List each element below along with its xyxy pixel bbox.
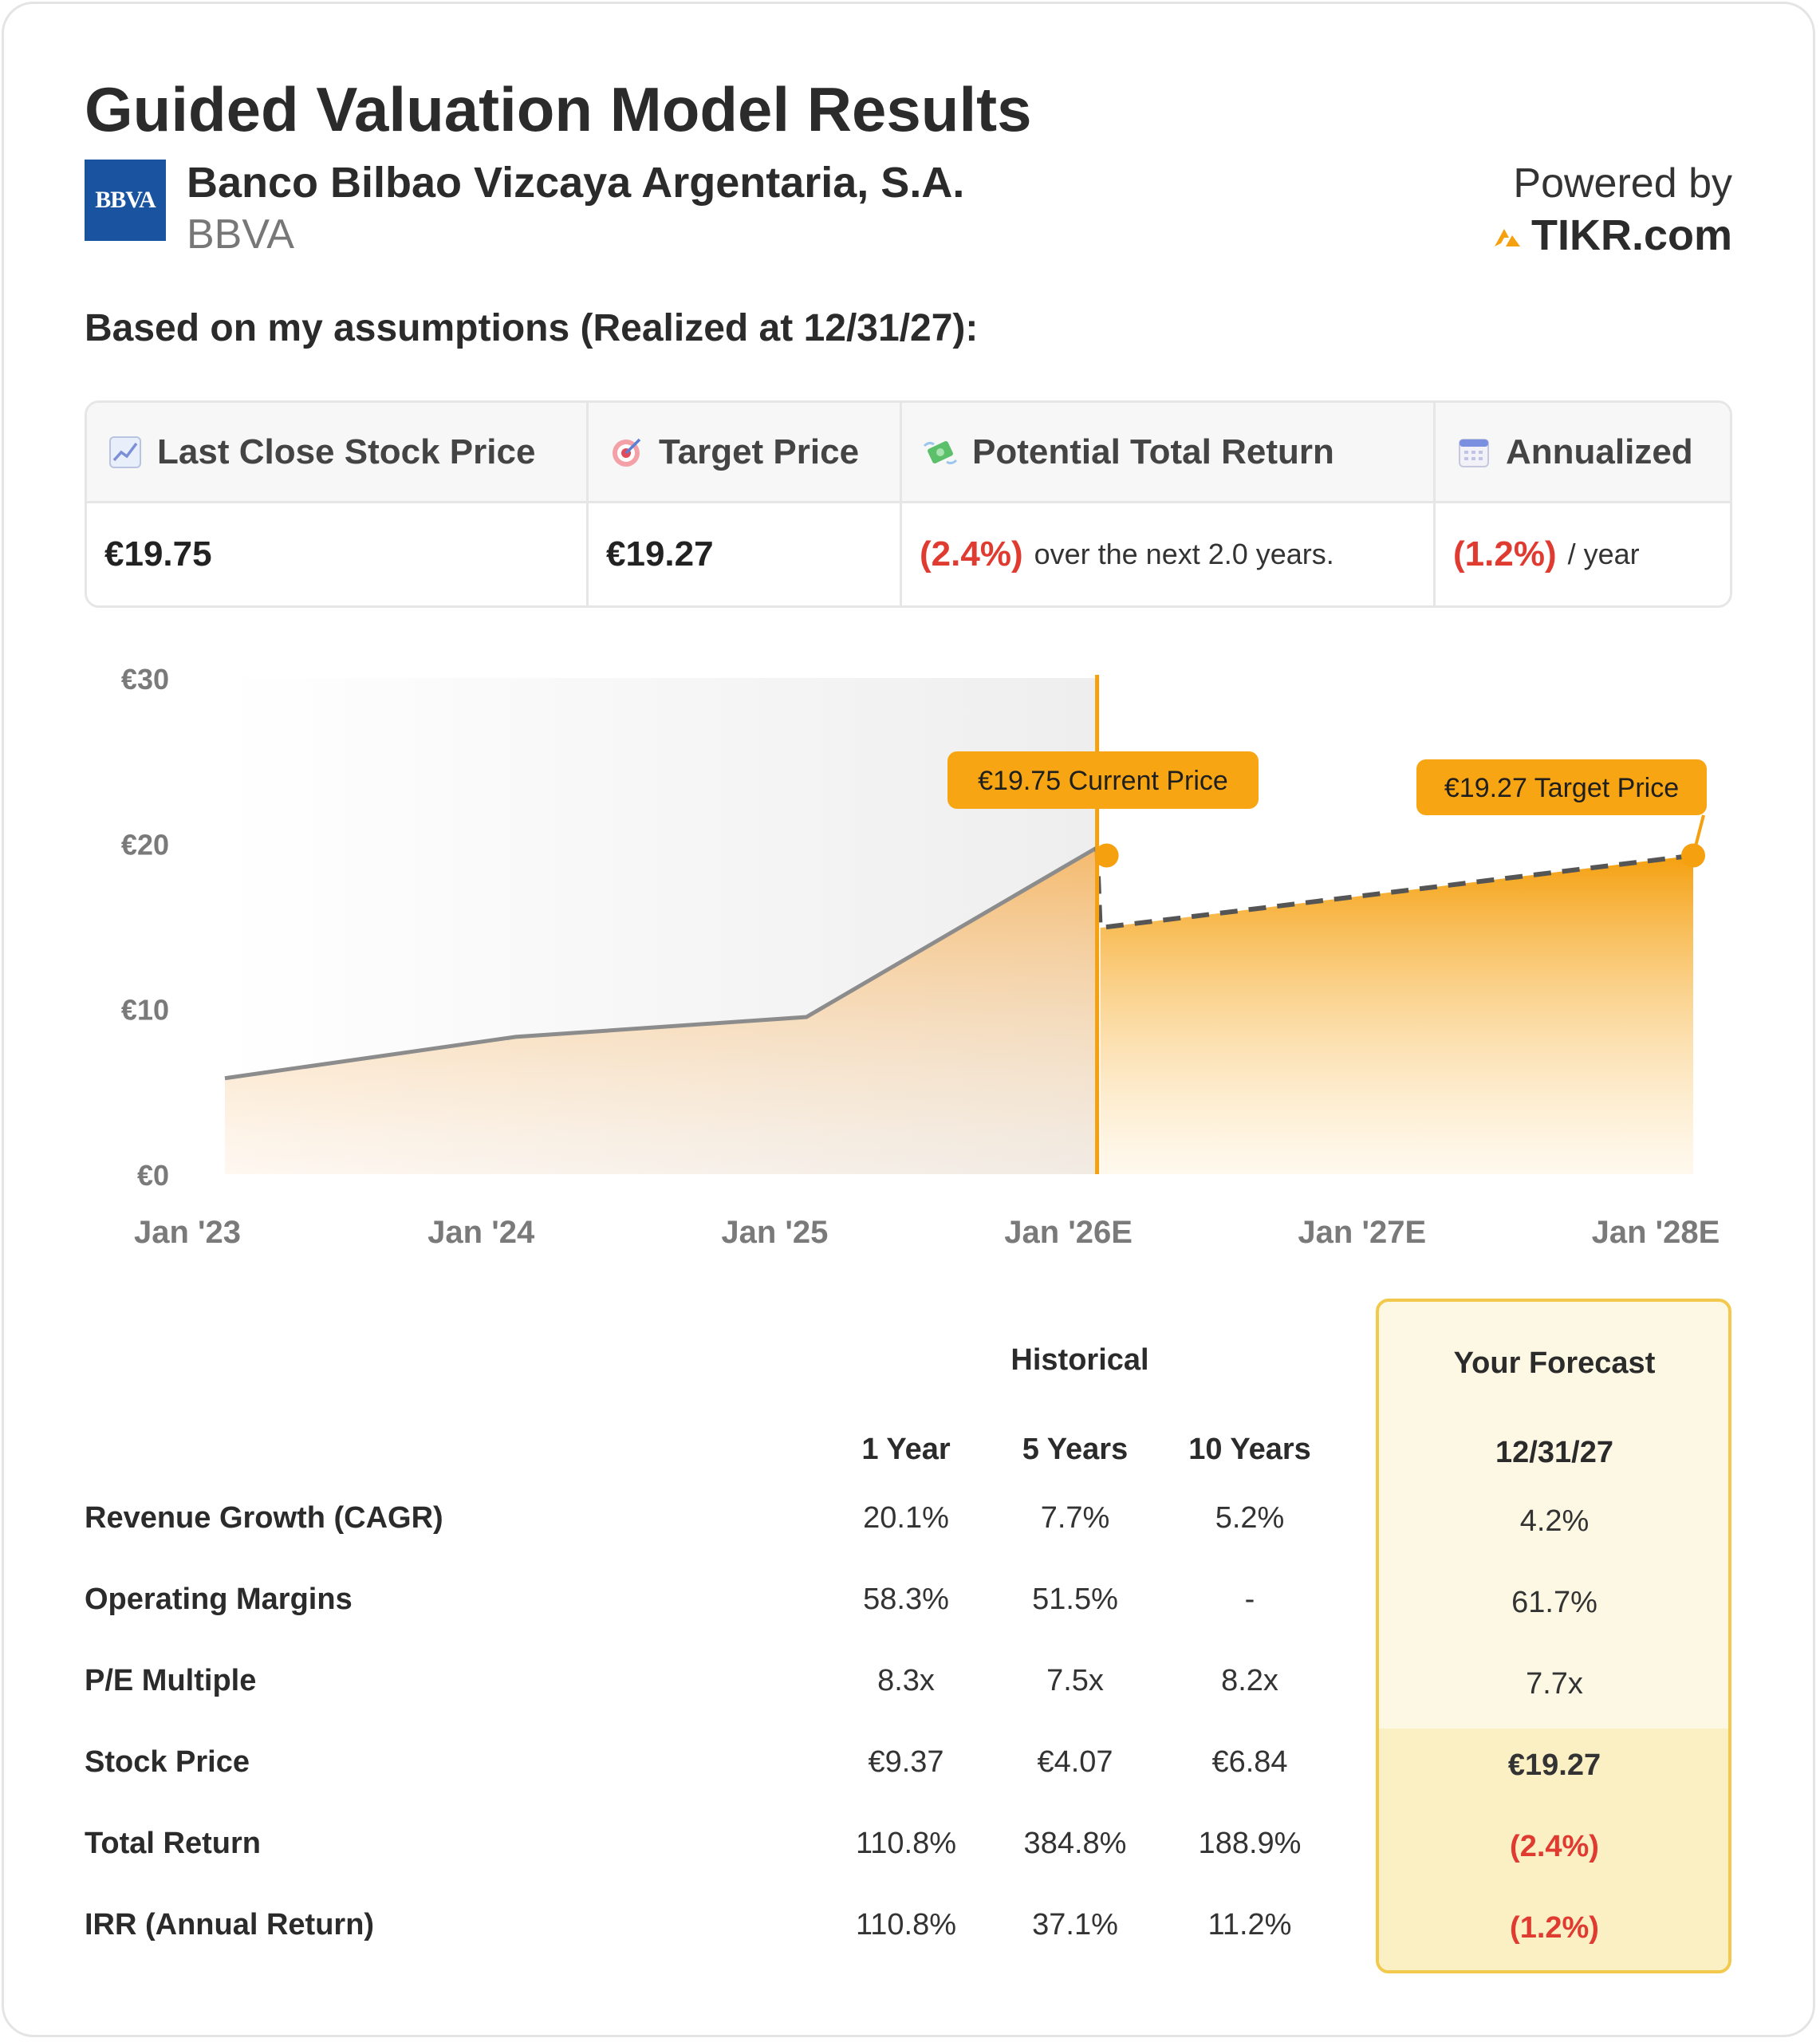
- row-label: Operating Margins: [85, 1583, 353, 1616]
- total-return-value: (2.4%): [920, 534, 1023, 574]
- summary-header-label: Target Price: [659, 432, 860, 471]
- table-cell: 8.3x: [877, 1664, 935, 1697]
- target-price-callout: €19.27 Target Price: [1416, 759, 1707, 868]
- calendar-icon: [1459, 438, 1489, 467]
- price-chart: €0 €10 €20 €30 Jan '23 Jan '24 Jan '25 Jan '26…: [121, 663, 1720, 1250]
- chart-increasing-icon: [109, 436, 141, 468]
- summary-header-last-close: Last Close Stock Price: [87, 403, 586, 503]
- last-close-value: €19.75: [104, 534, 212, 574]
- table-cell: 7.7%: [1040, 1501, 1110, 1535]
- y-tick-label: €20: [121, 828, 169, 861]
- target-price-value: €19.27: [586, 503, 900, 605]
- x-axis: Jan '23 Jan '24 Jan '25 Jan '26E Jan '27E Jan…: [134, 1215, 1720, 1250]
- table-cell: 20.1%: [863, 1501, 949, 1535]
- forecast-cell: (1.2%): [1510, 1911, 1599, 1945]
- table-cell: 5.2%: [1215, 1501, 1285, 1535]
- y-tick-label: €10: [121, 994, 169, 1027]
- y-axis: €0 €10 €20 €30: [121, 663, 169, 1192]
- table-cell: 110.8%: [855, 1827, 957, 1860]
- historical-group-header: Historical: [1010, 1343, 1149, 1377]
- summary-header-label: Potential Total Return: [972, 432, 1334, 471]
- column-header-10-years: 10 Years: [1188, 1433, 1311, 1466]
- row-label: IRR (Annual Return): [85, 1908, 375, 1941]
- table-cell: €9.37: [868, 1745, 944, 1779]
- column-header-1-year: 1 Year: [861, 1433, 951, 1466]
- money-with-wings-icon: [923, 440, 958, 464]
- forecast-cell: (2.4%): [1510, 1830, 1599, 1863]
- historical-area: [225, 847, 1097, 1174]
- historical-price-line: [224, 846, 1098, 1081]
- forecast-cell: 4.2%: [1519, 1504, 1590, 1538]
- summary-header-label: Annualized: [1506, 432, 1693, 471]
- x-tick-label: Jan '23: [134, 1215, 241, 1250]
- column-header-forecast-date: 12/31/27: [1495, 1436, 1613, 1469]
- summary-header-total-return: Potential Total Return: [900, 403, 1433, 503]
- current-price-marker: [1094, 843, 1119, 868]
- tikr-brand-link[interactable]: TIKR.com: [1493, 211, 1732, 260]
- forecast-column-panel: [1376, 1299, 1731, 1973]
- summary-header-annualized: Annualized: [1433, 403, 1730, 503]
- table-cell: 8.2x: [1221, 1664, 1278, 1697]
- summary-header-label: Last Close Stock Price: [157, 432, 536, 471]
- table-cell: 110.8%: [855, 1908, 957, 1941]
- forecast-area: [1100, 855, 1693, 1174]
- company-logo: BBVA: [85, 160, 166, 241]
- tikr-logo-icon: [1494, 229, 1520, 246]
- x-tick-label: Jan '26E: [1004, 1215, 1133, 1250]
- row-label: Stock Price: [85, 1745, 250, 1779]
- powered-by-label: Powered by: [1513, 160, 1732, 207]
- forecast-results-highlight: [1379, 1729, 1728, 1970]
- total-return-cell: (2.4%) over the next 2.0 years.: [900, 503, 1433, 605]
- table-cell: €6.84: [1211, 1745, 1288, 1779]
- annualized-cell: (1.2%) / year: [1433, 503, 1730, 605]
- brand-label: TIKR.com: [1530, 211, 1732, 259]
- table-cell: 51.5%: [1032, 1583, 1118, 1616]
- table-cell: 188.9%: [1198, 1827, 1302, 1860]
- row-label: Revenue Growth (CAGR): [85, 1501, 443, 1535]
- table-cell: 384.8%: [1023, 1827, 1127, 1860]
- total-return-suffix: over the next 2.0 years.: [1034, 538, 1334, 570]
- target-price-marker: [1681, 843, 1705, 868]
- table-cell: -: [1244, 1583, 1255, 1616]
- company-ticker: BBVA: [187, 211, 294, 258]
- assumptions-heading: Based on my assumptions (Realized at 12/…: [85, 307, 979, 349]
- forecast-group-header: Your Forecast: [1453, 1346, 1656, 1380]
- x-tick-label: Jan '24: [427, 1215, 535, 1250]
- summary-table: Last Close Stock Price Target Price Pote…: [85, 400, 1732, 608]
- callout-box: [947, 751, 1259, 809]
- annualized-value: (1.2%): [1453, 534, 1557, 574]
- company-name: Banco Bilbao Vizcaya Argentaria, S.A.: [187, 159, 965, 207]
- current-price-callout: €19.75 Current Price: [947, 751, 1259, 868]
- page-title: Guided Valuation Model Results: [85, 74, 1032, 144]
- column-header-5-years: 5 Years: [1022, 1433, 1129, 1466]
- chart-annotations: €19.75 Current Price €19.27 Target Price: [947, 751, 1707, 868]
- x-tick-label: Jan '25: [721, 1215, 828, 1250]
- annualized-suffix: / year: [1567, 538, 1640, 570]
- callout-label: €19.27 Target Price: [1444, 773, 1679, 803]
- forecast-cell: 7.7x: [1526, 1667, 1583, 1701]
- table-cell: 37.1%: [1032, 1908, 1118, 1941]
- table-cell: 7.5x: [1046, 1664, 1104, 1697]
- table-cell: 58.3%: [863, 1583, 949, 1616]
- y-tick-label: €0: [137, 1159, 169, 1192]
- forecast-cell: 61.7%: [1511, 1586, 1597, 1619]
- x-tick-label: Jan '27E: [1298, 1215, 1426, 1250]
- row-label: P/E Multiple: [85, 1664, 257, 1697]
- summary-header-target: Target Price: [586, 403, 900, 503]
- callout-label: €19.75 Current Price: [978, 766, 1228, 796]
- row-label: Total Return: [85, 1827, 261, 1860]
- target-icon: [613, 438, 641, 467]
- y-tick-label: €30: [121, 663, 169, 696]
- table-cell: 11.2%: [1207, 1908, 1292, 1941]
- x-tick-label: Jan '28E: [1592, 1215, 1720, 1250]
- callout-box: [1416, 759, 1707, 815]
- table-cell: €4.07: [1037, 1745, 1113, 1779]
- forecast-cell: €19.27: [1507, 1748, 1601, 1782]
